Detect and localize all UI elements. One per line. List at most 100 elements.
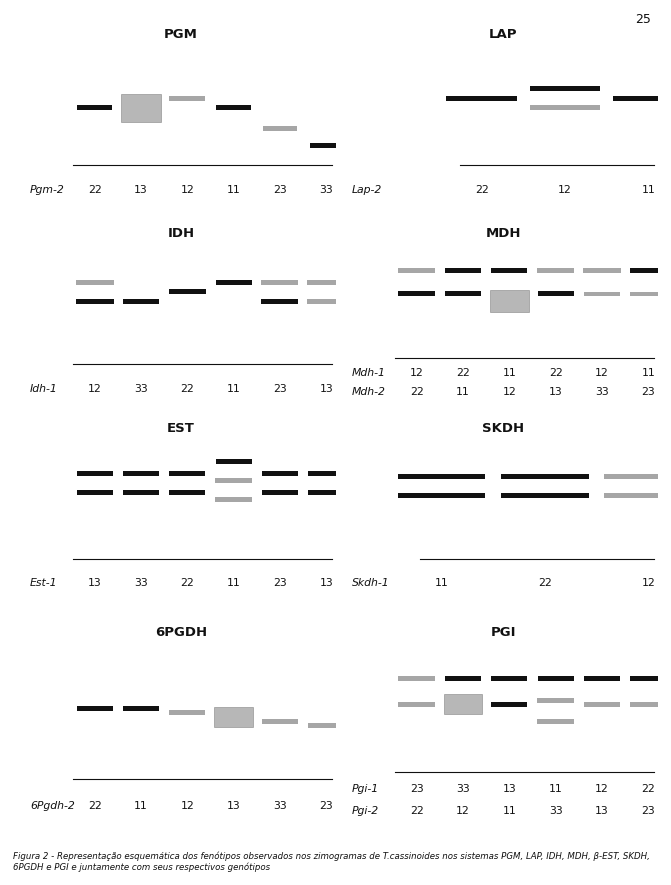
Text: 12: 12 [180,802,194,812]
Bar [490,290,529,312]
Bar [630,676,666,681]
Text: 33: 33 [134,579,148,589]
Text: 22: 22 [180,384,194,394]
Text: 23: 23 [273,185,287,195]
Bar [308,723,344,728]
Bar [446,96,517,101]
Bar [215,478,252,483]
Text: Pgi-2: Pgi-2 [352,805,379,816]
Bar [76,280,113,285]
Text: 12: 12 [88,384,101,394]
Bar [583,268,621,273]
Text: 12: 12 [641,579,655,589]
Text: 23: 23 [641,805,655,816]
Bar [398,474,485,480]
Text: 33: 33 [595,388,609,397]
Text: 11: 11 [435,579,448,589]
Bar [123,471,159,475]
Text: 13: 13 [595,805,609,816]
Text: 12: 12 [558,185,572,195]
Text: 11: 11 [456,388,470,397]
Text: 12: 12 [595,784,609,795]
Bar [537,719,574,724]
Bar [123,489,159,495]
Bar [537,676,574,681]
Bar [77,105,112,111]
Bar [630,291,666,296]
Text: 23: 23 [273,384,287,394]
Text: 11: 11 [641,368,655,379]
Bar [169,289,206,294]
Text: 12: 12 [456,805,470,816]
Bar [399,291,435,296]
Bar [307,280,345,285]
Text: 12: 12 [595,368,609,379]
Text: 11: 11 [549,784,562,795]
Bar [262,298,299,304]
Bar [123,706,159,712]
Text: 25: 25 [635,13,651,27]
Text: 22: 22 [410,388,423,397]
Bar [216,105,251,111]
Text: PGM: PGM [164,27,198,41]
Text: 11: 11 [503,805,516,816]
Text: 33: 33 [549,805,562,816]
Text: 13: 13 [134,185,148,195]
Bar [169,711,205,715]
Bar [444,695,482,714]
Bar [262,489,298,495]
Bar [169,96,205,101]
Bar [262,280,299,285]
Bar [501,474,589,480]
Bar [491,268,527,273]
Text: 23: 23 [641,388,655,397]
Text: 13: 13 [227,802,240,812]
Text: 23: 23 [273,579,287,589]
Bar [491,702,527,707]
Bar [309,143,343,149]
Text: 11: 11 [227,384,240,394]
Text: MDH: MDH [486,227,521,240]
Text: 13: 13 [319,579,333,589]
Bar [399,676,435,681]
Text: 12: 12 [410,368,423,379]
Bar [445,676,481,681]
Text: Figura 2 - Representação esquemática dos fenótipos observados nos zimogramas de : Figura 2 - Representação esquemática dos… [13,851,650,872]
Bar [584,676,620,681]
Bar [76,298,113,304]
Text: 13: 13 [503,784,516,795]
Text: 22: 22 [549,368,562,379]
Text: 11: 11 [503,368,516,379]
Text: 22: 22 [456,368,470,379]
Text: 13: 13 [88,579,101,589]
Text: 11: 11 [134,802,148,812]
Text: 6PGDH: 6PGDH [155,626,207,639]
Text: 22: 22 [88,802,101,812]
Text: Skdh-1: Skdh-1 [352,579,390,589]
Text: Mdh-2: Mdh-2 [352,388,386,397]
Bar [491,676,527,681]
Bar [529,105,601,111]
Text: 22: 22 [180,579,194,589]
Bar [537,268,574,273]
Text: 33: 33 [456,784,470,795]
Text: 33: 33 [273,802,287,812]
Text: 13: 13 [549,388,562,397]
Bar [308,489,344,495]
Bar [445,291,481,296]
Bar [584,702,620,707]
Text: 22: 22 [410,805,423,816]
Text: 23: 23 [410,784,423,795]
Text: 11: 11 [227,185,240,195]
Text: 23: 23 [319,802,333,812]
Text: 13: 13 [319,384,333,394]
Bar [501,493,589,498]
Bar [76,471,113,475]
Bar [215,280,252,285]
Bar [307,298,345,304]
Text: EST: EST [167,421,195,435]
Text: 6Pgdh-2: 6Pgdh-2 [30,802,74,812]
Bar [262,127,297,131]
Bar [169,489,205,495]
Text: Est-1: Est-1 [30,579,58,589]
